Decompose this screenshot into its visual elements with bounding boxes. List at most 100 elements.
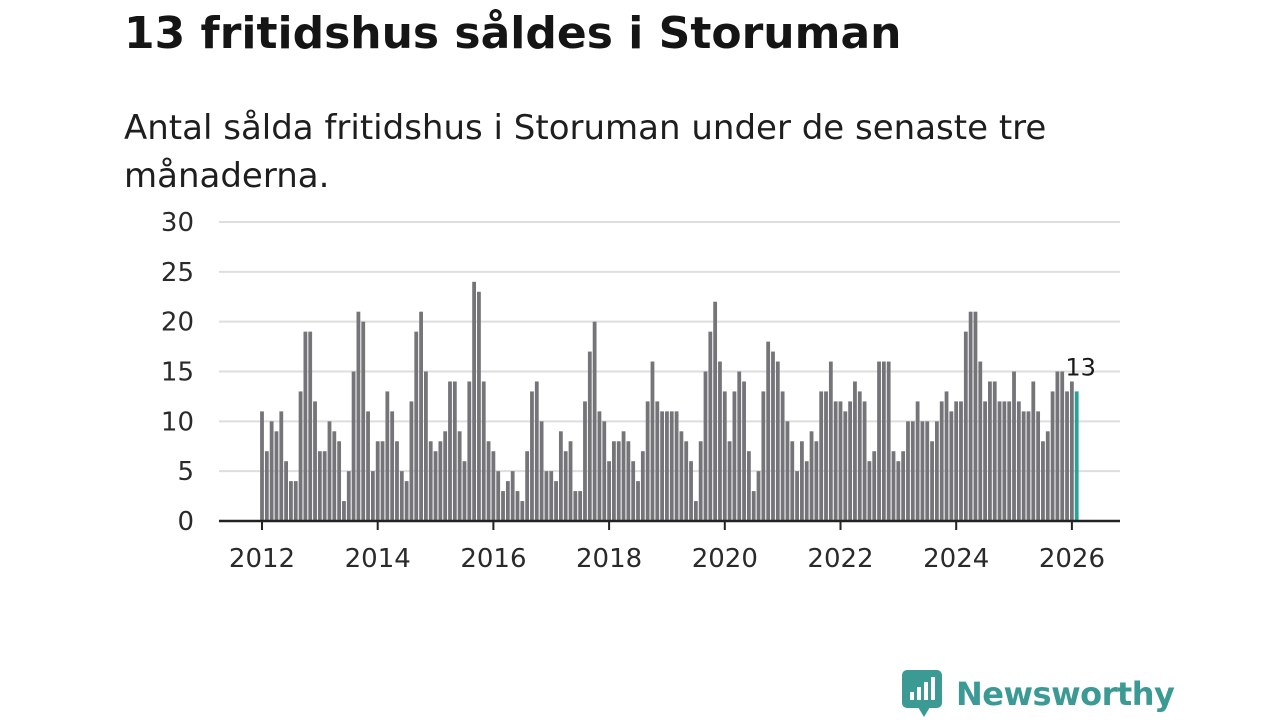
bar [510,471,515,521]
bar [332,431,337,521]
bar [539,421,544,521]
y-tick-label: 0 [177,507,194,537]
bar [313,401,317,521]
bar [597,411,602,521]
bar [669,411,674,521]
bar [317,451,322,521]
bar [385,391,390,521]
bar [274,431,279,521]
bar [1002,401,1007,521]
bar [790,441,795,521]
bar [592,321,597,521]
bar [467,381,472,521]
bar [963,331,968,521]
bar [457,431,462,521]
bar [563,451,568,521]
data-labels: 13 [1065,353,1096,381]
newsworthy-logo: Newsworthy [902,670,1175,718]
bar [337,441,342,521]
bar [486,441,491,521]
bar [708,331,713,521]
bar [891,451,896,521]
bar [1016,401,1021,521]
bar [833,401,838,521]
bar [327,421,332,521]
bar [959,401,963,521]
bar [264,451,269,521]
bar [515,491,520,521]
bar [766,341,771,521]
bar [925,421,930,521]
bar [665,411,669,521]
bar [631,461,636,521]
bar [910,421,915,521]
x-tick-label: 2014 [345,544,411,574]
bar [424,371,428,521]
x-tick-label: 2020 [692,544,758,574]
bar [399,471,404,521]
y-tick-label: 10 [161,407,194,437]
bar [983,401,987,521]
bar [414,331,419,521]
bar [751,491,756,521]
brand-name: Newsworthy [956,675,1175,713]
bar [578,491,583,521]
bar [1036,411,1041,521]
x-tick-label: 2012 [229,544,295,574]
bar [824,391,828,521]
bar [549,471,554,521]
x-tick-label: 2026 [1039,544,1105,574]
bar [491,451,496,521]
bar [867,461,872,521]
bar [814,441,819,521]
bar [366,411,370,521]
bar [496,471,501,521]
bar [269,421,274,521]
bar [621,431,626,521]
y-tick-label: 5 [177,457,194,487]
bar [771,351,775,521]
bar [260,411,264,521]
bar [342,501,346,521]
bar [655,401,660,521]
bar [583,401,587,521]
chart-title: 13 fritidshus såldes i Storuman [124,8,902,59]
bar [284,461,288,521]
bar [997,401,1002,521]
bar [501,491,505,521]
bar [650,361,655,521]
bar [462,461,467,521]
bar [607,461,611,521]
bar [872,451,877,521]
y-tick-label: 20 [161,308,194,338]
bar [886,361,891,521]
bar [896,461,901,521]
bar [640,451,645,521]
bar [534,381,539,521]
bar [361,321,366,521]
bar [703,371,708,521]
bar [558,431,563,521]
bar [308,331,313,521]
bar [992,381,997,521]
bar-chart: 0 5 10 15 20 25 30 2012 2014 2016 2018 2020 2022 202… [161,208,1120,574]
bar [298,391,303,521]
bar [679,431,684,521]
bar [554,481,558,521]
bar [804,461,809,521]
bar [428,441,433,521]
bar [722,391,727,521]
bar [1065,391,1069,521]
bar [949,411,954,521]
bar [525,451,530,521]
bar [828,361,833,521]
bar [838,401,843,521]
bar [1045,431,1050,521]
bar [472,281,477,521]
bar [645,401,650,521]
bar [775,361,780,521]
bar [934,421,939,521]
bar [404,481,409,521]
bar [293,481,298,521]
bar [477,291,481,521]
